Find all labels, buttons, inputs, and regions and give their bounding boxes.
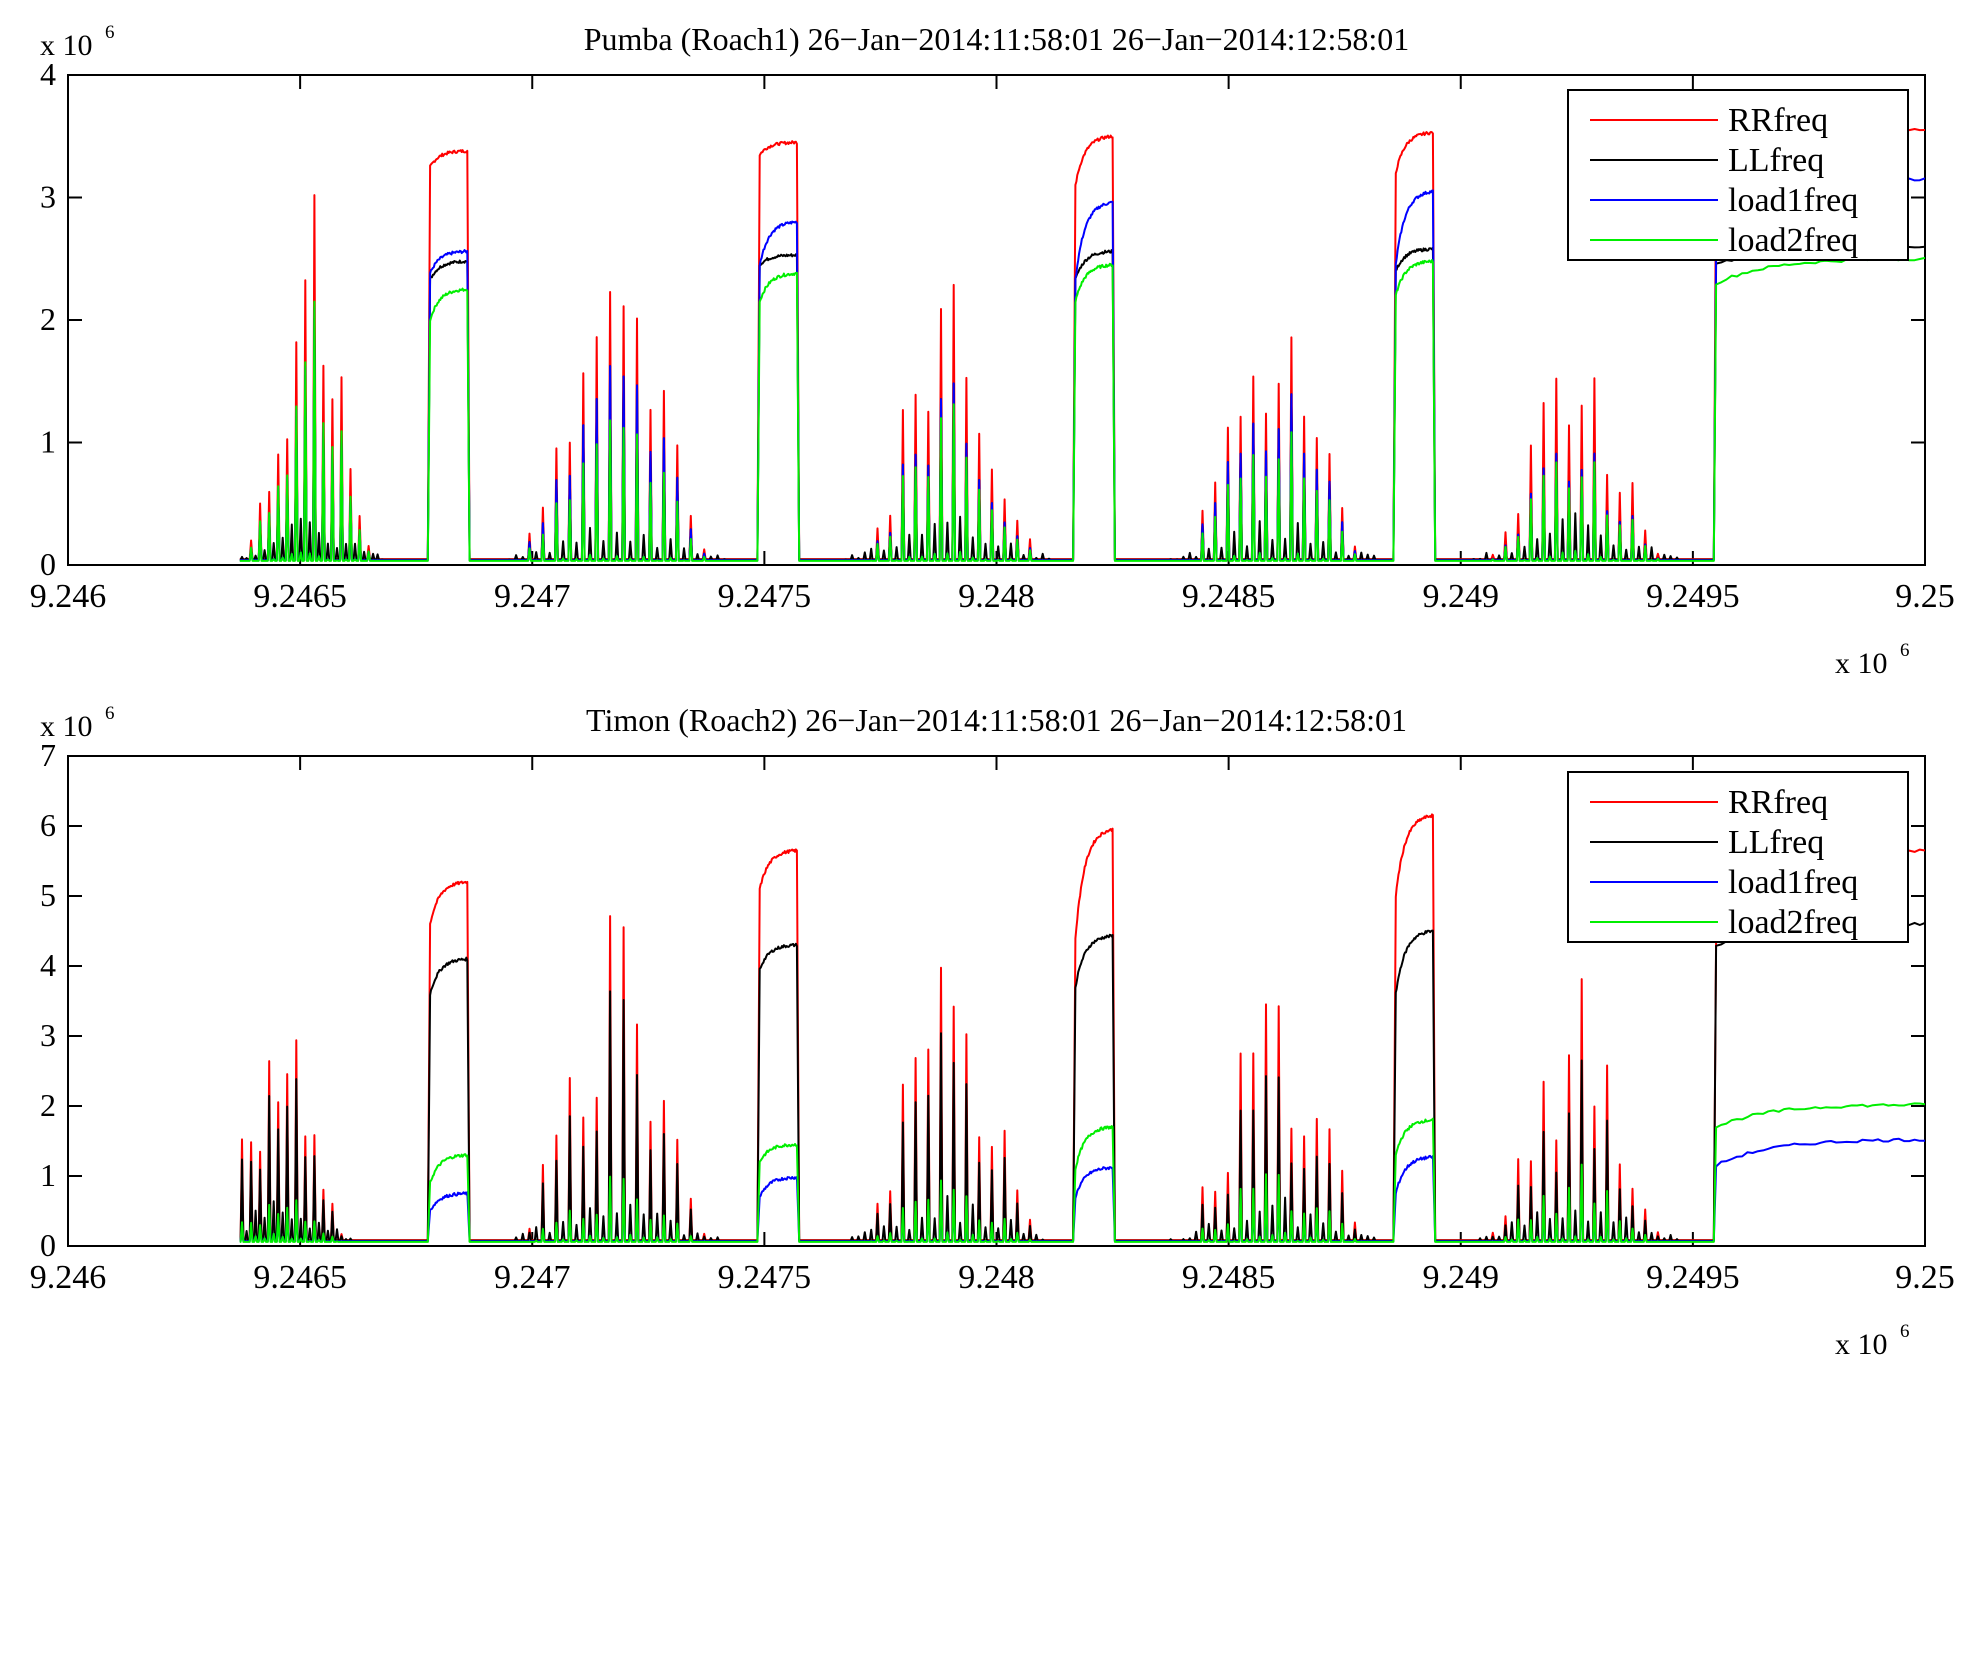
chart-panel-1: Pumba (Roach1) 26−Jan−2014:11:58:01 26−J…	[30, 21, 1955, 680]
x-tick-label: 9.25	[1895, 1259, 1955, 1296]
series-line-LLfreq	[239, 244, 1925, 561]
y-tick-label: 2	[40, 301, 56, 337]
legend-label-load1freq: load1freq	[1728, 182, 1858, 219]
x-multiplier-label: x 10	[1835, 1328, 1888, 1361]
plot-area	[239, 813, 1925, 1243]
chart-panel-2: Timon (Roach2) 26−Jan−2014:11:58:01 26−J…	[30, 702, 1955, 1361]
x-tick-label: 9.247	[494, 578, 571, 615]
x-tick-label: 9.2495	[1646, 1259, 1740, 1296]
x-tick-label: 9.2465	[253, 578, 347, 615]
y-tick-label: 1	[40, 1157, 56, 1193]
y-multiplier-exponent: 6	[105, 703, 115, 724]
y-multiplier-label: x 10	[40, 710, 93, 743]
legend-label-RRfreq: RRfreq	[1728, 784, 1828, 821]
x-tick-label: 9.246	[30, 1259, 107, 1296]
y-tick-label: 1	[40, 424, 56, 460]
y-multiplier-label: x 10	[40, 29, 93, 62]
y-tick-label: 4	[40, 56, 56, 92]
y-tick-label: 6	[40, 807, 56, 843]
series-line-load2freq	[239, 256, 1925, 562]
x-tick-label: 9.246	[30, 578, 107, 615]
legend-label-load2freq: load2freq	[1728, 222, 1858, 259]
series-line-load1freq	[239, 1137, 1925, 1243]
x-tick-label: 9.25	[1895, 578, 1955, 615]
legend-label-LLfreq: LLfreq	[1728, 142, 1824, 179]
x-tick-label: 9.248	[958, 578, 1035, 615]
x-multiplier-exponent: 6	[1900, 640, 1910, 661]
series-line-load2freq	[239, 1102, 1925, 1243]
legend-label-load2freq: load2freq	[1728, 904, 1858, 941]
y-tick-label: 0	[40, 1227, 56, 1263]
x-multiplier-exponent: 6	[1900, 1321, 1910, 1342]
legend-box	[1567, 771, 1909, 943]
chart-title: Timon (Roach2) 26−Jan−2014:11:58:01 26−J…	[586, 702, 1407, 738]
x-multiplier-label: x 10	[1835, 647, 1888, 680]
y-multiplier-exponent: 6	[105, 22, 115, 43]
plot-area	[239, 128, 1925, 562]
x-tick-label: 9.2465	[253, 1259, 347, 1296]
legend-label-RRfreq: RRfreq	[1728, 102, 1828, 139]
y-tick-label: 0	[40, 546, 56, 582]
x-tick-label: 9.2475	[718, 578, 812, 615]
y-tick-label: 7	[40, 737, 56, 773]
y-tick-label: 4	[40, 947, 56, 983]
x-tick-label: 9.2485	[1182, 578, 1276, 615]
y-tick-label: 3	[40, 179, 56, 215]
legend-label-load1freq: load1freq	[1728, 864, 1858, 901]
y-tick-label: 2	[40, 1087, 56, 1123]
x-tick-label: 9.2475	[718, 1259, 812, 1296]
series-line-LLfreq	[239, 921, 1925, 1242]
legend-label-LLfreq: LLfreq	[1728, 824, 1824, 861]
x-tick-label: 9.247	[494, 1259, 571, 1296]
y-tick-label: 5	[40, 877, 56, 913]
x-tick-label: 9.249	[1423, 1259, 1500, 1296]
x-tick-label: 9.249	[1423, 578, 1500, 615]
y-tick-label: 3	[40, 1017, 56, 1053]
x-tick-label: 9.2495	[1646, 578, 1740, 615]
legend-box	[1567, 89, 1909, 261]
x-tick-label: 9.248	[958, 1259, 1035, 1296]
chart-title: Pumba (Roach1) 26−Jan−2014:11:58:01 26−J…	[584, 21, 1410, 57]
x-tick-label: 9.2485	[1182, 1259, 1276, 1296]
